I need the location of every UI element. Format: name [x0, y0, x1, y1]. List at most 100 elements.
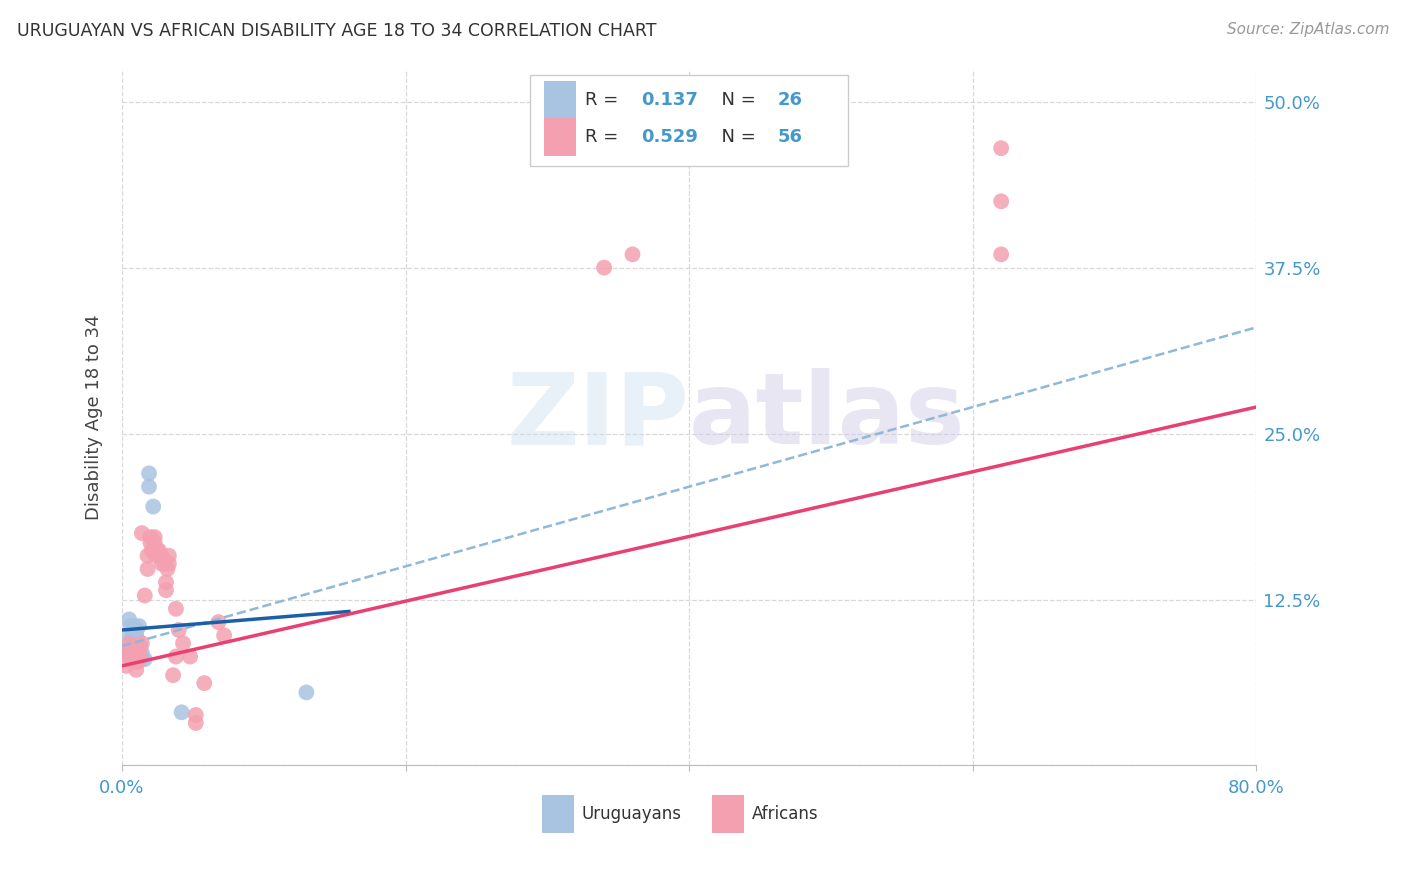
Point	[120, 619, 142, 633]
Point	[129, 649, 152, 664]
FancyBboxPatch shape	[541, 795, 574, 833]
FancyBboxPatch shape	[530, 76, 848, 166]
Point	[120, 641, 142, 656]
Point	[990, 247, 1012, 261]
Point	[136, 549, 159, 563]
Text: N =: N =	[710, 91, 761, 109]
Point	[131, 652, 153, 666]
Point	[134, 652, 156, 666]
Point	[121, 632, 143, 647]
Point	[162, 668, 184, 682]
FancyBboxPatch shape	[711, 795, 744, 833]
Text: 56: 56	[778, 128, 803, 145]
Text: 26: 26	[778, 91, 803, 109]
Point	[127, 655, 149, 669]
Point	[157, 557, 180, 571]
Point	[156, 562, 179, 576]
Point	[139, 530, 162, 544]
Point	[145, 549, 167, 563]
Point	[990, 141, 1012, 155]
Point	[124, 655, 146, 669]
Point	[122, 619, 145, 633]
Text: Source: ZipAtlas.com: Source: ZipAtlas.com	[1226, 22, 1389, 37]
Point	[125, 622, 148, 636]
Point	[124, 625, 146, 640]
Text: N =: N =	[710, 128, 761, 145]
Point	[118, 612, 141, 626]
Point	[129, 639, 152, 653]
Point	[127, 644, 149, 658]
Point	[118, 639, 141, 653]
Point	[115, 632, 138, 647]
Point	[121, 639, 143, 653]
Point	[121, 649, 143, 664]
Point	[127, 632, 149, 647]
Point	[143, 530, 166, 544]
Point	[295, 685, 318, 699]
Point	[621, 247, 644, 261]
Point	[170, 706, 193, 720]
Point	[120, 649, 142, 664]
Point	[212, 628, 235, 642]
Point	[134, 589, 156, 603]
Point	[117, 641, 139, 656]
Point	[125, 625, 148, 640]
Point	[131, 636, 153, 650]
Point	[122, 649, 145, 664]
Point	[184, 715, 207, 730]
Text: R =: R =	[585, 128, 624, 145]
Point	[138, 480, 160, 494]
Point	[165, 649, 187, 664]
Text: ZIP: ZIP	[506, 368, 689, 466]
Point	[131, 526, 153, 541]
Text: 0.137: 0.137	[641, 91, 699, 109]
Point	[172, 636, 194, 650]
Point	[122, 625, 145, 640]
Point	[118, 649, 141, 664]
Point	[142, 500, 165, 514]
Point	[118, 636, 141, 650]
Point	[593, 260, 616, 275]
Point	[139, 535, 162, 549]
Text: 0.529: 0.529	[641, 128, 699, 145]
Y-axis label: Disability Age 18 to 34: Disability Age 18 to 34	[86, 314, 103, 520]
Point	[131, 646, 153, 660]
Point	[115, 641, 138, 656]
Point	[136, 562, 159, 576]
Text: atlas: atlas	[689, 368, 966, 466]
Point	[121, 641, 143, 656]
Point	[117, 646, 139, 660]
Point	[990, 194, 1012, 209]
FancyBboxPatch shape	[544, 118, 576, 156]
Point	[155, 583, 177, 598]
FancyBboxPatch shape	[544, 80, 576, 119]
Text: R =: R =	[585, 91, 624, 109]
Point	[179, 649, 201, 664]
Point	[157, 549, 180, 563]
Point	[138, 467, 160, 481]
Point	[127, 639, 149, 653]
Text: Uruguayans: Uruguayans	[582, 805, 682, 823]
Point	[122, 641, 145, 656]
Point	[165, 602, 187, 616]
Text: URUGUAYAN VS AFRICAN DISABILITY AGE 18 TO 34 CORRELATION CHART: URUGUAYAN VS AFRICAN DISABILITY AGE 18 T…	[17, 22, 657, 40]
Point	[148, 543, 170, 558]
Point	[124, 632, 146, 647]
Text: Africans: Africans	[752, 805, 818, 823]
Point	[155, 575, 177, 590]
Point	[124, 649, 146, 664]
Point	[141, 543, 163, 558]
Point	[193, 676, 215, 690]
Point	[143, 535, 166, 549]
Point	[125, 649, 148, 664]
Point	[125, 663, 148, 677]
Point	[150, 549, 173, 563]
Point	[150, 557, 173, 571]
Point	[167, 623, 190, 637]
Point	[184, 708, 207, 723]
Point	[143, 543, 166, 558]
Point	[153, 557, 176, 571]
Point	[128, 641, 150, 656]
Point	[146, 543, 169, 558]
Point	[128, 619, 150, 633]
